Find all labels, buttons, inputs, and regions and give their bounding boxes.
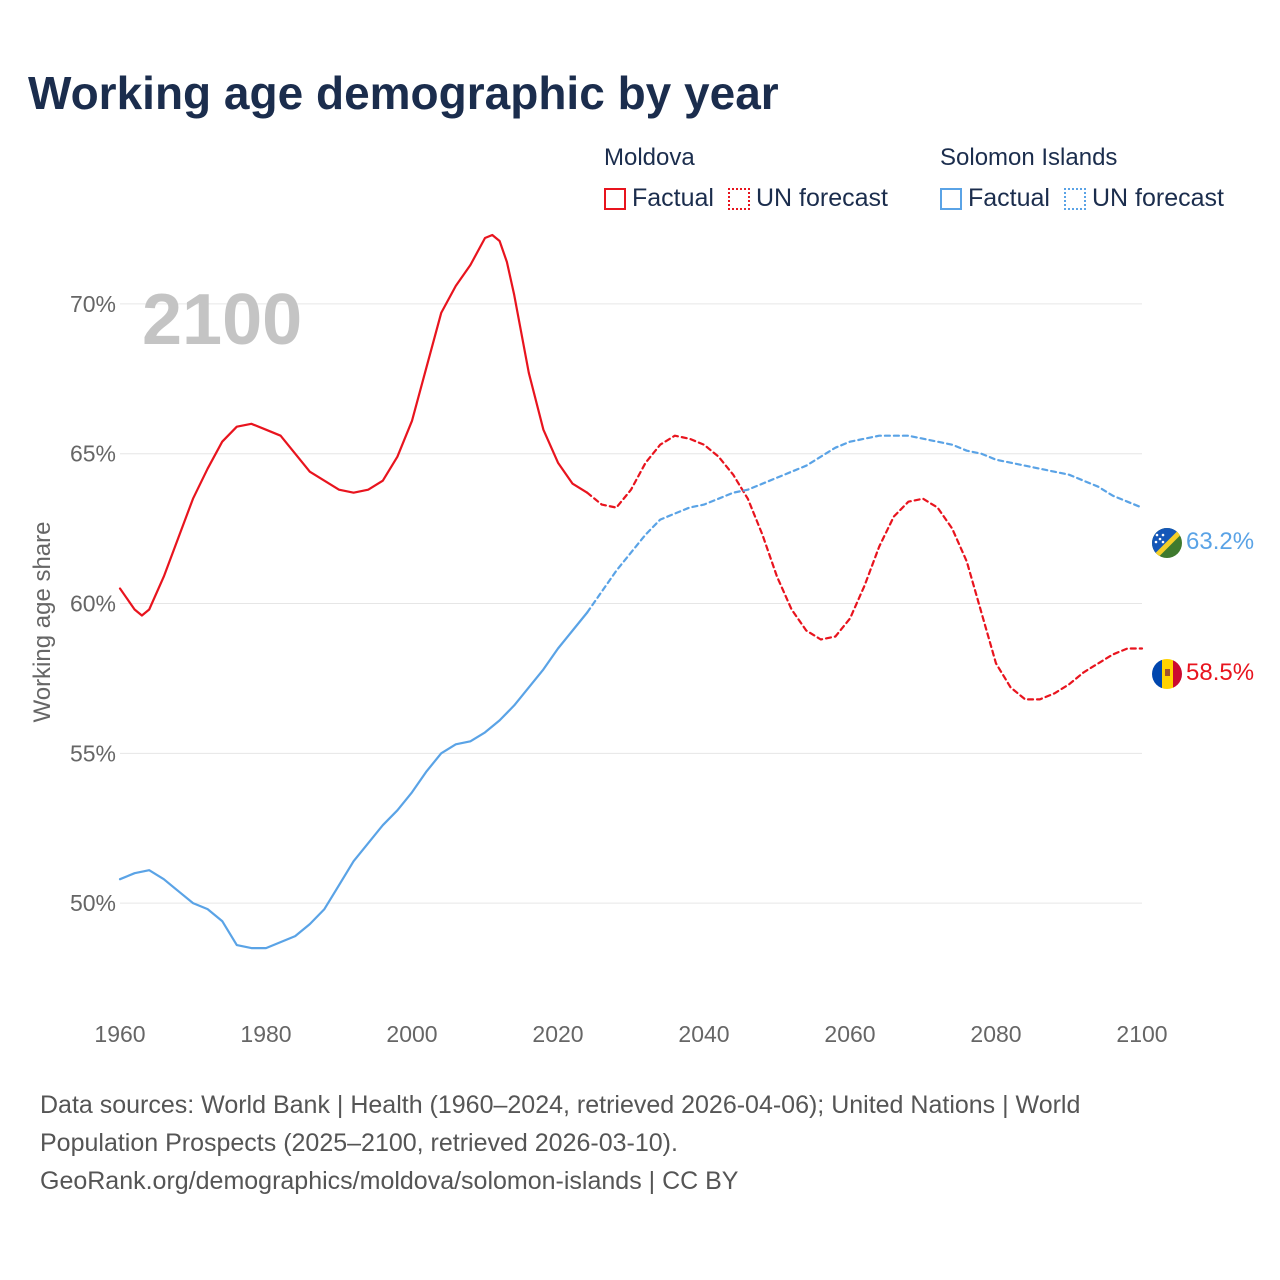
legend-group-moldova: Moldova Factual UN forecast (604, 144, 888, 213)
end-label-solomon-islands: 63.2% (1186, 528, 1254, 555)
x-tick-label: 2020 (532, 1021, 583, 1047)
legend-item-moldova-factual[interactable]: Factual (604, 184, 714, 213)
legend-group-solomon-islands: Solomon Islands Factual UN forecast (940, 144, 1224, 213)
x-tick-label: 1980 (240, 1021, 291, 1047)
sources-line-2: Population Prospects (2025–2100, retriev… (40, 1129, 678, 1157)
legend-swatch-solid (940, 187, 962, 210)
series-line-moldova-forecast (586, 434, 1144, 701)
end-markers: 63.2% 58.5% (1152, 528, 1254, 689)
legend-swatch-solid (604, 187, 626, 210)
sources-line-1: Data sources: World Bank | Health (1960–… (40, 1091, 1081, 1119)
legend-label: Factual (968, 184, 1050, 212)
x-tick-label: 2080 (970, 1021, 1021, 1047)
x-tick-label: 2060 (824, 1021, 875, 1047)
data-sources: Data sources: World Bank | Health (1960–… (40, 1086, 1220, 1200)
x-tick-label: 2000 (386, 1021, 437, 1047)
legend-item-solomon-forecast[interactable]: UN forecast (1063, 184, 1224, 213)
y-tick-label: 50% (70, 890, 116, 916)
moldova-flag (1152, 659, 1182, 689)
y-axis: 50% 55% 60% 65% 70% (70, 291, 116, 916)
x-axis: 1960 1980 2000 2020 2040 2060 2080 2100 (94, 1021, 1167, 1047)
y-tick-label: 65% (70, 441, 116, 467)
y-tick-label: 60% (70, 591, 116, 617)
legend-label: Factual (632, 184, 714, 212)
legend-item-moldova-forecast[interactable]: UN forecast (727, 184, 888, 213)
page-title: Working age demographic by year (28, 67, 779, 119)
legend-label: UN forecast (1091, 184, 1224, 212)
x-tick-label: 2040 (678, 1021, 729, 1047)
x-tick-label: 2100 (1116, 1021, 1167, 1047)
y-tick-label: 70% (70, 291, 116, 317)
legend-group-title: Moldova (604, 144, 695, 171)
legend-swatch-dotted (727, 187, 750, 210)
x-tick-label: 1960 (94, 1021, 145, 1047)
y-axis-label: Working age share (29, 522, 56, 723)
line-chart: 50% 55% 60% 65% 70% 1960 1980 2000 2020 2040 2060… (29, 233, 1254, 1047)
y-tick-label: 55% (70, 740, 116, 766)
series-lines (118, 233, 1144, 950)
legend-group-title: Solomon Islands (940, 144, 1118, 171)
series-line-moldova-factual (118, 233, 589, 617)
series-line-solomon-islands-forecast (586, 434, 1144, 614)
year-watermark: 2100 (142, 280, 302, 360)
grid (120, 303, 1142, 904)
legend-swatch-dotted (1063, 187, 1086, 210)
sources-line-3[interactable]: GeoRank.org/demographics/moldova/solomon… (40, 1167, 739, 1195)
solomon-islands-flag (1152, 528, 1182, 558)
end-label-moldova: 58.5% (1186, 659, 1254, 686)
legend-item-solomon-factual[interactable]: Factual (940, 184, 1050, 213)
series-line-solomon-islands-factual (118, 611, 589, 950)
legend-label: UN forecast (755, 184, 888, 212)
